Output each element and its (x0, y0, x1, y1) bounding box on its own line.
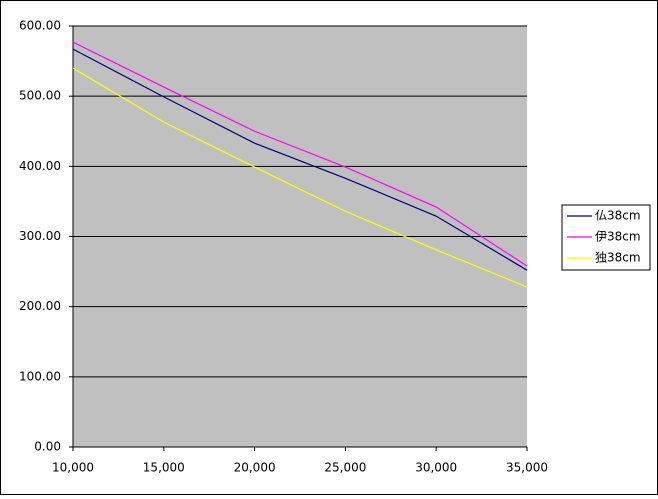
y-tick-label: 100.00 (19, 369, 61, 383)
x-tick-label: 25,000 (324, 461, 366, 475)
y-tick-label: 500.00 (19, 89, 61, 103)
y-tick-label: 300.00 (19, 229, 61, 243)
x-tick-label: 10,000 (52, 461, 94, 475)
series-line (72, 48, 528, 271)
legend-label: 仏38cm (595, 209, 641, 223)
x-tick-label: 35,000 (506, 461, 548, 475)
legend-label: 独38cm (595, 251, 641, 265)
y-tick-label: 400.00 (19, 159, 61, 173)
y-tick-label: 200.00 (19, 299, 61, 313)
series-line (72, 67, 528, 288)
y-tick-label: 600.00 (19, 19, 61, 33)
legend-label: 伊38cm (595, 230, 641, 244)
x-tick-label: 20,000 (234, 461, 276, 475)
series-line (72, 41, 528, 267)
x-tick-label: 15,000 (143, 461, 185, 475)
y-tick-label: 0.00 (34, 440, 61, 454)
x-tick-label: 30,000 (415, 461, 457, 475)
